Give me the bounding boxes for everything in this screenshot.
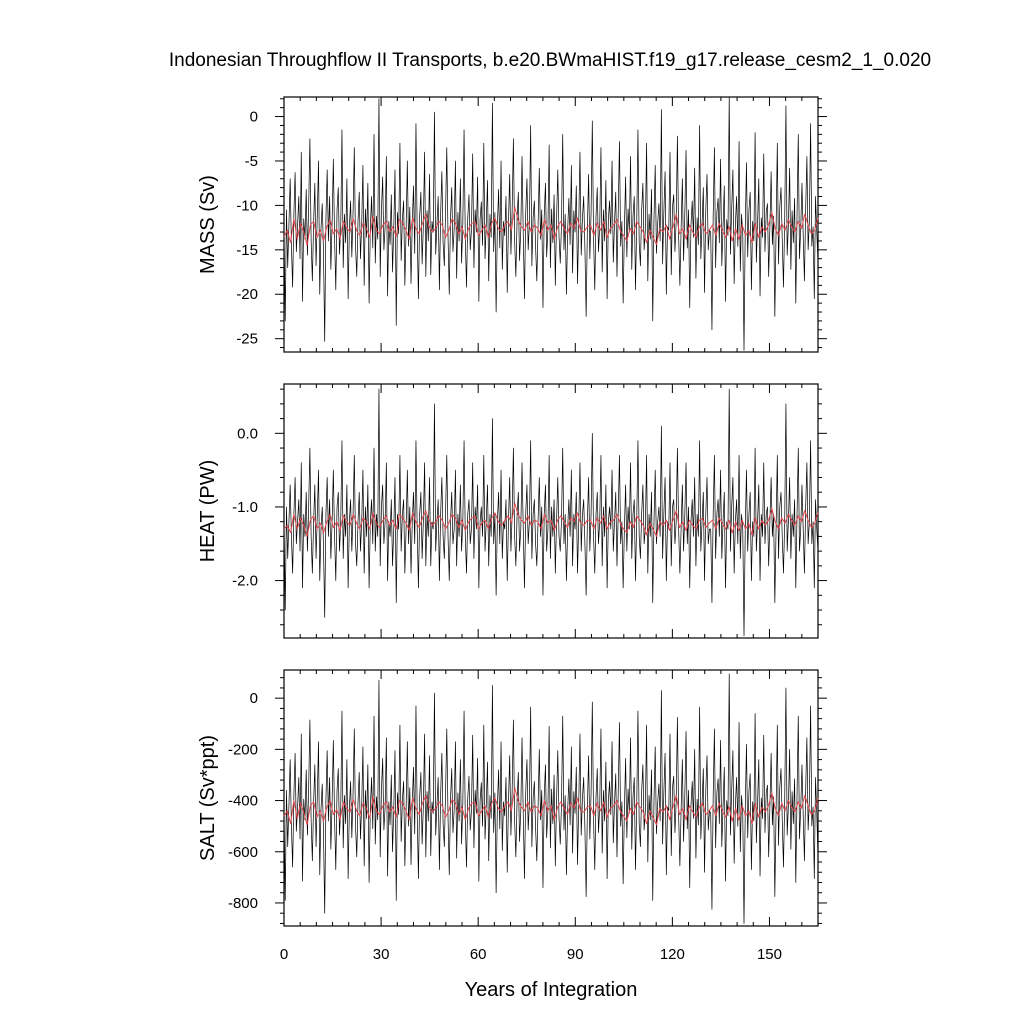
- x-tick-label: 0: [280, 946, 288, 963]
- y-tick-label: 0: [250, 109, 258, 126]
- y-tick-label: -25: [236, 331, 258, 348]
- series-line-monthly: [283, 96, 819, 351]
- series-line-monthly: [283, 388, 819, 637]
- x-tick-label: 120: [660, 946, 685, 963]
- panels-layer: 0 -5 -10 -15 -20 -25 MASS (Sv) 0.0 -1.0 -2.0 HEAT …: [197, 96, 827, 963]
- panel-3: 0 -200 -400 -600 -800 SALT (Sv*ppt): [197, 669, 827, 927]
- panel-frame: [283, 383, 819, 639]
- y-axis-label: HEAT (PW): [197, 460, 219, 563]
- x-tick-label: 90: [567, 946, 584, 963]
- series-line-annual-mean: [283, 502, 819, 537]
- y-axis-label: SALT (Sv*ppt): [197, 735, 219, 861]
- y-tick-label: -1.0: [232, 499, 258, 516]
- series-line-monthly: [283, 673, 819, 924]
- y-tick-label: -20: [236, 286, 258, 303]
- y-tick-label: -200: [228, 741, 258, 758]
- series-line-annual-mean: [283, 787, 819, 826]
- y-tick-label: -400: [228, 793, 258, 810]
- y-tick-label: -5: [245, 153, 258, 170]
- x-tick-label: 60: [470, 946, 487, 963]
- y-tick-label: -15: [236, 242, 258, 259]
- x-axis-label: Years of Integration: [465, 979, 638, 1001]
- series-line-annual-mean: [283, 206, 819, 246]
- chart-title: Indonesian Throughflow II Transports, b.…: [169, 50, 931, 71]
- panel-2: 0.0 -1.0 -2.0 HEAT (PW): [197, 383, 827, 639]
- panel-frame: [283, 96, 819, 353]
- y-tick-label: -10: [236, 197, 258, 214]
- x-tick-label: 30: [373, 946, 390, 963]
- y-tick-label: -800: [228, 895, 258, 912]
- y-axis-label: MASS (Sv): [197, 175, 219, 274]
- y-tick-label: -600: [228, 844, 258, 861]
- y-tick-label: 0: [250, 690, 258, 707]
- panel-1: 0 -5 -10 -15 -20 -25 MASS (Sv): [197, 96, 827, 353]
- y-tick-label: -2.0: [232, 573, 258, 590]
- x-tick-label: 150: [757, 946, 782, 963]
- y-tick-label: 0.0: [237, 425, 258, 442]
